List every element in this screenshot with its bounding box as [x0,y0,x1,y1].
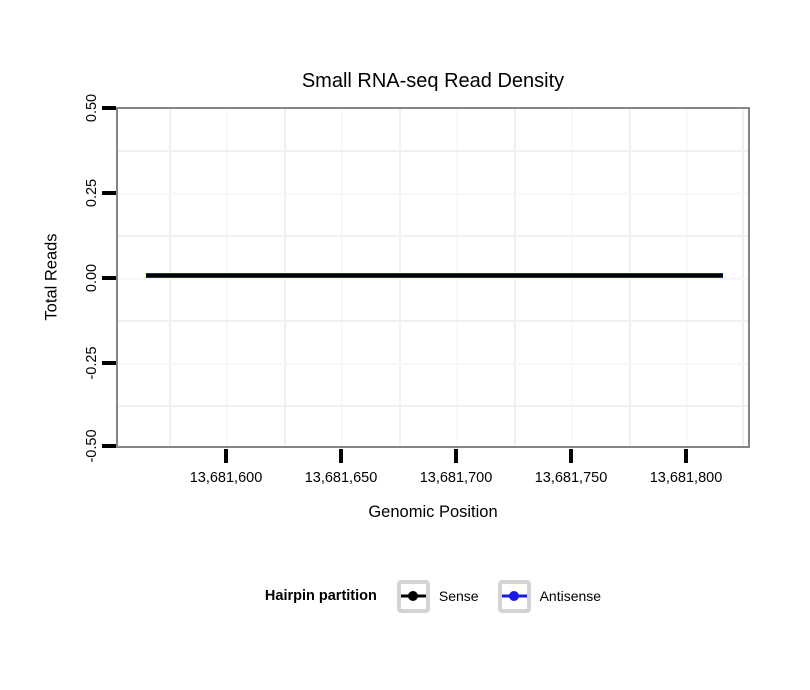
y-tick-label: 0.25 [84,178,100,208]
gridline [742,109,744,446]
y-tick-label: -0.50 [84,429,100,463]
x-tick-mark [224,449,228,463]
sense-point-icon [408,591,419,601]
x-tick-mark [339,449,343,463]
x-tick-label: 13,681,600 [189,470,263,486]
legend-key-sense [396,579,430,613]
x-tick-mark [684,449,688,463]
chart-title: Small RNA-seq Read Density [301,70,565,92]
y-tick-mark [102,444,116,448]
x-tick-mark [454,449,458,463]
legend-label-antisense: Antisense [539,588,602,604]
y-tick-label: 0.50 [84,93,100,123]
y-tick-mark [102,106,116,110]
gridline [118,320,748,322]
gridline [118,193,748,195]
x-tick-label: 13,681,750 [534,470,608,486]
gridline [118,405,748,407]
legend-key-antisense [497,579,531,613]
gridline [118,150,748,152]
series-line-sense [146,274,723,277]
gridline [118,278,748,280]
y-tick-mark [102,276,116,280]
y-tick-label: 0.00 [84,263,100,293]
y-tick-mark [102,361,116,365]
x-tick-label: 13,681,700 [419,470,493,486]
gridline [118,235,748,237]
y-tick-label: -0.25 [84,346,100,380]
legend-title: Hairpin partition [264,588,377,604]
legend-label-sense: Sense [438,588,479,604]
gridline [118,363,748,365]
x-axis-title: Genomic Position [368,503,498,521]
y-tick-mark [102,191,116,195]
x-tick-mark [569,449,573,463]
x-tick-label: 13,681,800 [649,470,723,486]
legend: Hairpin partition Sense Antisense [116,578,750,614]
plot-panel [116,107,750,448]
antisense-point-icon [509,591,520,601]
y-axis-title: Total Reads [42,233,61,321]
x-tick-label: 13,681,650 [304,470,378,486]
